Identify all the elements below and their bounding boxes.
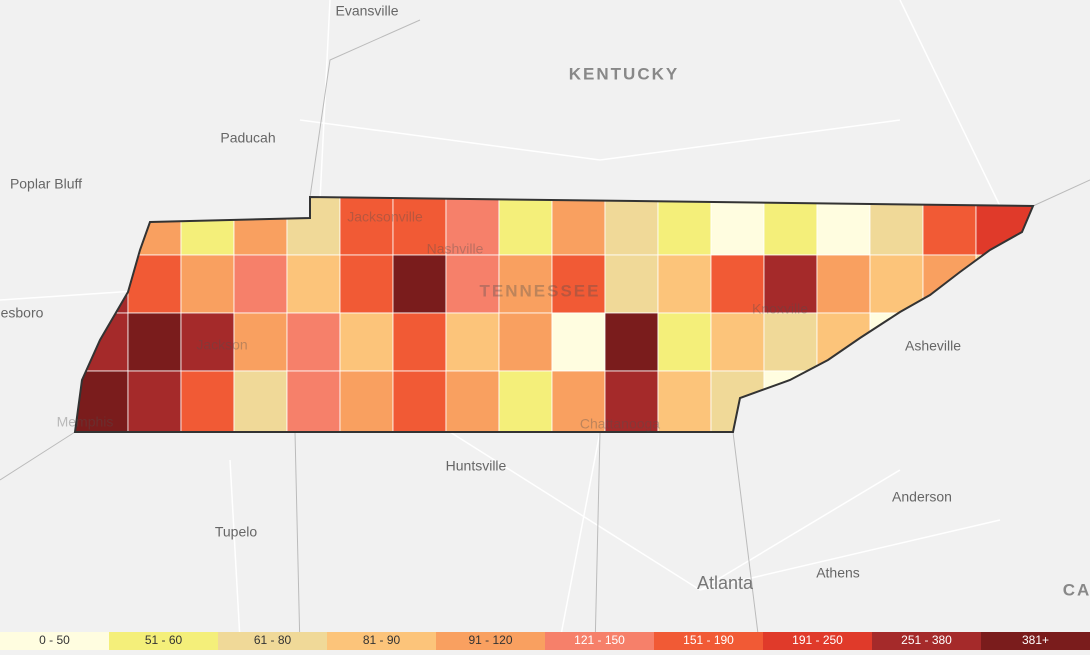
county	[604, 197, 659, 256]
county	[498, 197, 553, 256]
county	[710, 197, 765, 256]
county	[763, 312, 818, 372]
county	[392, 370, 447, 432]
place-label: Nashville	[427, 241, 484, 257]
legend-swatch	[981, 632, 1090, 650]
legend-label: 151 - 190	[683, 633, 734, 647]
legend-swatch	[763, 632, 872, 650]
legend-swatch	[0, 632, 109, 650]
roads	[0, 0, 1001, 641]
county	[180, 312, 235, 372]
county	[339, 197, 394, 256]
county	[710, 254, 765, 314]
place-label: Atlanta	[697, 573, 754, 593]
county	[657, 312, 712, 372]
legend-label: 51 - 60	[145, 633, 183, 647]
place-label: Athens	[816, 565, 860, 581]
legend-swatch	[327, 632, 436, 650]
place-label: Knoxville	[752, 301, 808, 317]
county	[127, 312, 182, 372]
county	[75, 370, 129, 432]
county	[604, 254, 659, 314]
county	[233, 370, 288, 432]
county	[392, 254, 447, 314]
place-label: CA	[1063, 580, 1090, 599]
place-label: Chattanooga	[580, 416, 660, 432]
county	[763, 197, 818, 256]
county	[445, 312, 500, 372]
state-outline	[73, 195, 1035, 433]
county	[180, 254, 235, 314]
place-label: esboro	[1, 305, 44, 321]
place-label: Poplar Bluff	[10, 176, 82, 192]
county	[869, 197, 924, 256]
place-label: Memphis	[57, 414, 114, 430]
county	[445, 370, 500, 432]
county	[445, 254, 500, 314]
county	[604, 312, 659, 372]
legend-label: 381+	[1022, 633, 1049, 647]
county	[551, 312, 606, 372]
place-label: Tupelo	[215, 524, 258, 540]
place-label: Huntsville	[446, 458, 507, 474]
county	[286, 254, 341, 314]
place-label: Anderson	[892, 489, 952, 505]
legend-swatch	[654, 632, 763, 650]
county	[339, 312, 394, 372]
legend-swatch	[872, 632, 981, 650]
county	[339, 254, 394, 314]
legend-swatch	[218, 632, 327, 650]
place-label: Evansville	[335, 3, 398, 19]
legend-swatch	[109, 632, 218, 650]
county	[710, 312, 765, 372]
county	[233, 312, 288, 372]
place-label: Paducah	[220, 130, 275, 146]
county	[127, 370, 182, 432]
county	[392, 312, 447, 372]
county	[816, 254, 871, 314]
county	[498, 254, 553, 314]
county	[233, 254, 288, 314]
county	[286, 312, 341, 372]
legend-label: 81 - 90	[363, 633, 401, 647]
county	[180, 370, 235, 432]
county	[339, 370, 394, 432]
legend-label: 191 - 250	[792, 633, 843, 647]
county	[551, 254, 606, 314]
county	[657, 370, 712, 432]
county	[498, 312, 553, 372]
legend-swatch	[436, 632, 545, 650]
legend-swatch	[545, 632, 654, 650]
place-label: Jackson	[196, 337, 247, 353]
place-label: Jacksonville	[347, 209, 423, 225]
county	[498, 370, 553, 432]
county	[657, 254, 712, 314]
legend-label: 0 - 50	[39, 633, 70, 647]
place-label: Asheville	[905, 338, 961, 354]
place-label: KENTUCKY	[569, 64, 679, 83]
county	[657, 197, 712, 256]
county	[922, 197, 977, 256]
place-label: TENNESSEE	[480, 281, 601, 300]
county	[551, 197, 606, 256]
county	[816, 197, 871, 256]
legend-label: 121 - 150	[574, 633, 625, 647]
county	[286, 370, 341, 432]
legend-label: 251 - 380	[901, 633, 952, 647]
borders	[0, 19, 1090, 651]
legend-label: 91 - 120	[468, 633, 512, 647]
legend-label: 61 - 80	[254, 633, 292, 647]
